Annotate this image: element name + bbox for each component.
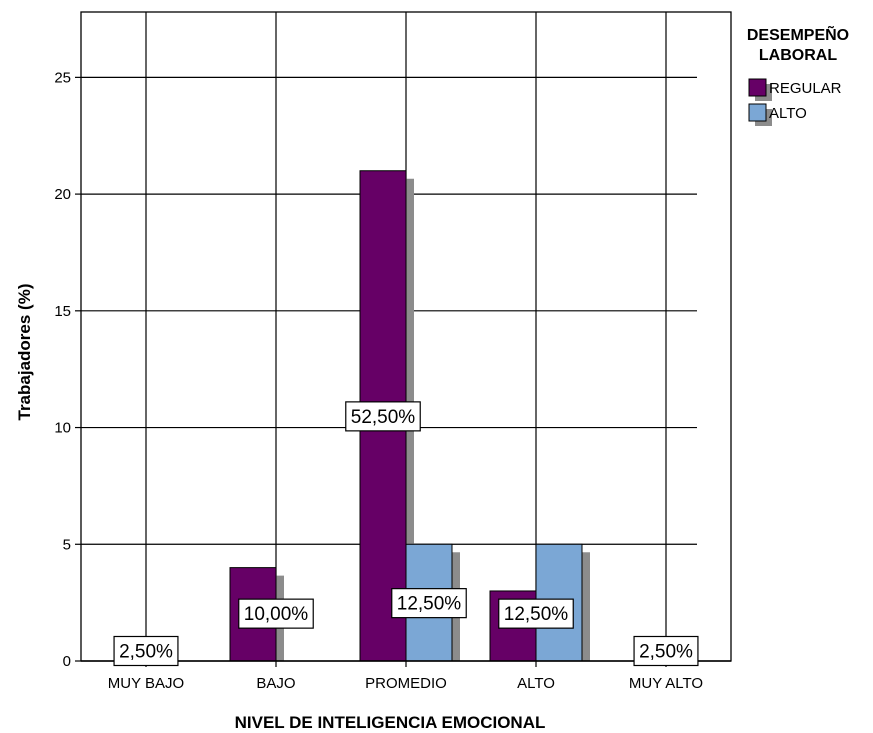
x-tick-label: ALTO (517, 675, 555, 692)
data-label-text: 52,50% (351, 407, 416, 428)
data-label-text: 12,50% (504, 604, 569, 625)
ticks: 0 5 10 15 20 25 MUY BAJO BAJO PROMEDIO ALTO MUY AL… (54, 69, 703, 692)
data-label-text: 2,50% (639, 641, 693, 662)
data-label-box (498, 598, 574, 629)
data-label-box (391, 588, 467, 619)
legend-swatch (748, 103, 767, 122)
data-label-box (633, 635, 699, 667)
legend-item-regular: REGULAR (748, 78, 842, 101)
x-tick-label: MUY ALTO (629, 675, 703, 692)
data-label-box (238, 598, 314, 629)
y-tick-label: 10 (54, 420, 71, 437)
y-tick-label: 15 (54, 303, 71, 320)
data-label: 12,50% (391, 588, 467, 619)
legend-label: ALTO (769, 105, 807, 122)
legend-title-line-2: LABORAL (759, 47, 837, 64)
data-label-text: 10,00% (244, 604, 309, 625)
y-tick-label: 25 (54, 69, 71, 86)
data-label: 2,50% (633, 635, 699, 667)
data-label: 10,00% (238, 598, 314, 629)
grid-lines (81, 12, 697, 661)
x-axis-title: NIVEL DE INTELIGENCIA EMOCIONAL (235, 713, 546, 732)
x-tick-label: BAJO (256, 675, 295, 692)
data-label: 12,50% (498, 598, 574, 629)
y-tick-label: 0 (63, 653, 71, 670)
y-axis-title: Trabajadores (%) (15, 284, 34, 421)
y-tick-label: 20 (54, 186, 71, 203)
legend-item-alto: ALTO (748, 103, 807, 126)
legend-swatch (748, 78, 767, 97)
y-tick-label: 5 (63, 536, 71, 553)
x-tick-label: PROMEDIO (365, 675, 447, 692)
legend-label: REGULAR (769, 80, 842, 97)
data-label: 2,50% (113, 635, 179, 667)
data-label-box (345, 401, 421, 432)
data-labels: 2,50% 10,00% 52,50% 12,50% 12,50% 2,50% (113, 401, 699, 667)
data-label-text: 12,50% (397, 594, 462, 615)
x-tick-label: MUY BAJO (108, 675, 184, 692)
data-label: 52,50% (345, 401, 421, 432)
legend-title-line-1: DESEMPEÑO (747, 24, 849, 44)
legend: DESEMPEÑO LABORAL REGULAR ALTO (747, 24, 849, 126)
data-label-text: 2,50% (119, 641, 173, 662)
data-label-box (113, 635, 179, 667)
